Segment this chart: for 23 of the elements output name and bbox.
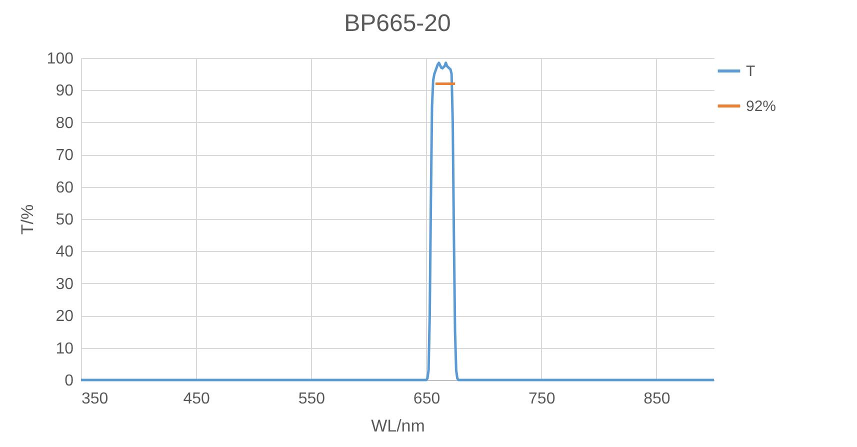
- x-tick-label: 450: [183, 390, 210, 408]
- chart-title: BP665-20: [344, 10, 451, 37]
- x-tick-label: 750: [528, 390, 556, 408]
- legend-label: 92%: [746, 98, 776, 115]
- y-axis-title: T/%: [18, 204, 37, 235]
- x-tick-label: 550: [298, 390, 326, 408]
- y-tick-label: 100: [46, 50, 74, 68]
- y-tick-label: 40: [56, 244, 74, 261]
- x-axis-title: WL/nm: [371, 416, 425, 436]
- y-tick-label: 20: [56, 308, 74, 326]
- legend-label: T: [746, 63, 756, 80]
- y-tick-label: 30: [56, 276, 74, 293]
- y-tick-label: 80: [56, 114, 74, 132]
- y-tick-label: 10: [56, 340, 74, 358]
- y-tick-label: 90: [56, 82, 74, 100]
- y-tick-label: 70: [56, 147, 74, 164]
- x-tick-label: 650: [413, 390, 440, 408]
- x-tick-label: 350: [82, 390, 108, 408]
- y-tick-label: 50: [56, 212, 74, 228]
- x-tick-label: 850: [644, 390, 670, 408]
- y-tick-label: 60: [56, 179, 74, 196]
- line-series: [80, 62, 716, 382]
- y-tick-label: 0: [64, 372, 74, 390]
